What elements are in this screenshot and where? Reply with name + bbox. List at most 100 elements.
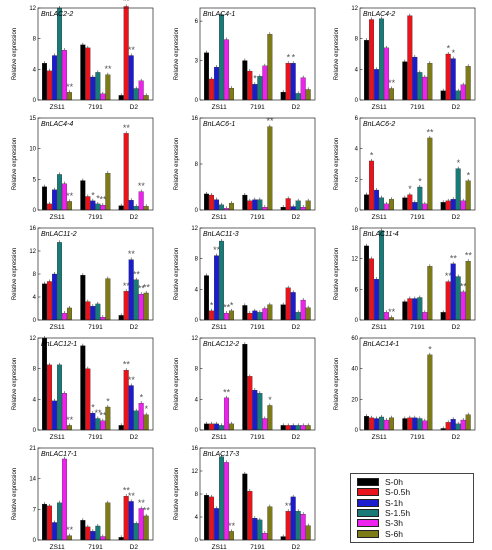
gene-label: BnLAC17-3 <box>203 451 239 458</box>
bar <box>80 44 86 101</box>
bar <box>242 60 248 101</box>
bar <box>267 34 273 101</box>
category-tick-label: 7191 <box>88 434 103 441</box>
bar <box>57 7 62 101</box>
bar <box>300 77 306 101</box>
significance-mark: ** <box>450 253 458 263</box>
bar <box>90 306 96 321</box>
bar <box>247 200 253 211</box>
bar <box>364 416 369 431</box>
y-tick-label: 12 <box>351 257 358 263</box>
y-tick-label: 8 <box>33 37 37 43</box>
legend-label: S-0.5h <box>385 487 411 498</box>
bar <box>90 76 96 101</box>
bar <box>285 198 291 211</box>
bar <box>374 418 379 431</box>
plot-frame <box>199 337 316 431</box>
bar <box>379 230 384 321</box>
bar <box>402 61 408 101</box>
significance-mark: ** <box>138 181 146 191</box>
legend-item: S-1.5h <box>357 508 467 518</box>
bar <box>280 207 286 211</box>
bar <box>364 40 369 101</box>
bar <box>105 406 111 431</box>
bar <box>445 281 451 321</box>
bar <box>407 298 413 321</box>
y-tick-label: 8 <box>33 367 37 373</box>
y-tick-label: 12 <box>191 469 198 475</box>
gene-label: BnLAC4-4 <box>41 121 73 128</box>
legend-swatch <box>357 498 379 507</box>
bar <box>209 194 214 211</box>
bar <box>80 275 86 321</box>
bar <box>290 63 296 101</box>
significance-mark: * <box>287 53 291 63</box>
bar <box>67 535 72 541</box>
y-tick-label: 16 <box>191 446 198 452</box>
bar <box>118 425 124 431</box>
bar <box>417 72 423 101</box>
bar <box>262 308 268 321</box>
y-tick-label: 4 <box>195 397 199 403</box>
bar <box>257 76 263 101</box>
category-tick-label: D2 <box>292 434 301 441</box>
bar <box>440 90 446 101</box>
bar <box>100 317 106 321</box>
bar <box>242 344 248 431</box>
y-tick-label: 2 <box>355 177 359 183</box>
bar <box>62 312 67 321</box>
bar <box>417 418 423 431</box>
y-tick-label: 6 <box>355 116 359 122</box>
bar <box>427 137 433 211</box>
bar <box>42 503 47 541</box>
legend-item: S-0h <box>357 477 467 487</box>
bar <box>133 88 139 101</box>
y-tick-label: 8 <box>195 162 199 168</box>
bar <box>422 203 428 211</box>
bar <box>85 368 91 431</box>
bar <box>47 281 52 321</box>
category-tick-label: 7191 <box>88 324 103 331</box>
bar <box>465 66 471 101</box>
bar <box>295 511 301 541</box>
significance-mark: ** <box>66 82 74 92</box>
legend-swatch <box>357 509 379 518</box>
bar <box>374 189 379 211</box>
bar <box>280 304 286 321</box>
bar <box>219 425 224 431</box>
significance-mark: ** <box>213 245 221 255</box>
bar <box>85 47 91 101</box>
bar <box>295 312 301 321</box>
bar <box>224 397 229 431</box>
gene-label: BnLAC11-4 <box>363 231 399 238</box>
bar <box>402 197 408 211</box>
category-tick-label: ZS11 <box>50 324 65 331</box>
bar <box>290 425 296 431</box>
bar <box>90 200 96 211</box>
bar <box>407 15 413 101</box>
y-tick-label: 60 <box>351 336 358 342</box>
y-axis-label: Relative expression <box>12 248 18 300</box>
bar <box>460 200 466 211</box>
significance-mark: ** <box>94 408 102 418</box>
plot-frame <box>37 117 154 211</box>
y-tick-label: 8 <box>195 367 199 373</box>
plot-frame <box>37 337 154 431</box>
significance-mark: ** <box>66 525 74 535</box>
category-tick-label: ZS11 <box>372 324 387 331</box>
bar <box>219 456 224 541</box>
bar <box>427 266 433 321</box>
significance-mark: * <box>230 300 234 310</box>
bar <box>204 193 209 211</box>
bar <box>422 312 428 321</box>
y-tick-label: 12 <box>29 249 36 255</box>
legend-label: S-3h <box>385 518 403 529</box>
bar <box>300 299 306 321</box>
bar <box>67 92 72 101</box>
bar <box>204 495 209 541</box>
significance-mark: ** <box>223 303 231 313</box>
y-tick-label: 12 <box>29 336 36 342</box>
bar <box>262 65 268 101</box>
category-tick-label: ZS11 <box>50 544 65 550</box>
bar <box>95 203 101 211</box>
